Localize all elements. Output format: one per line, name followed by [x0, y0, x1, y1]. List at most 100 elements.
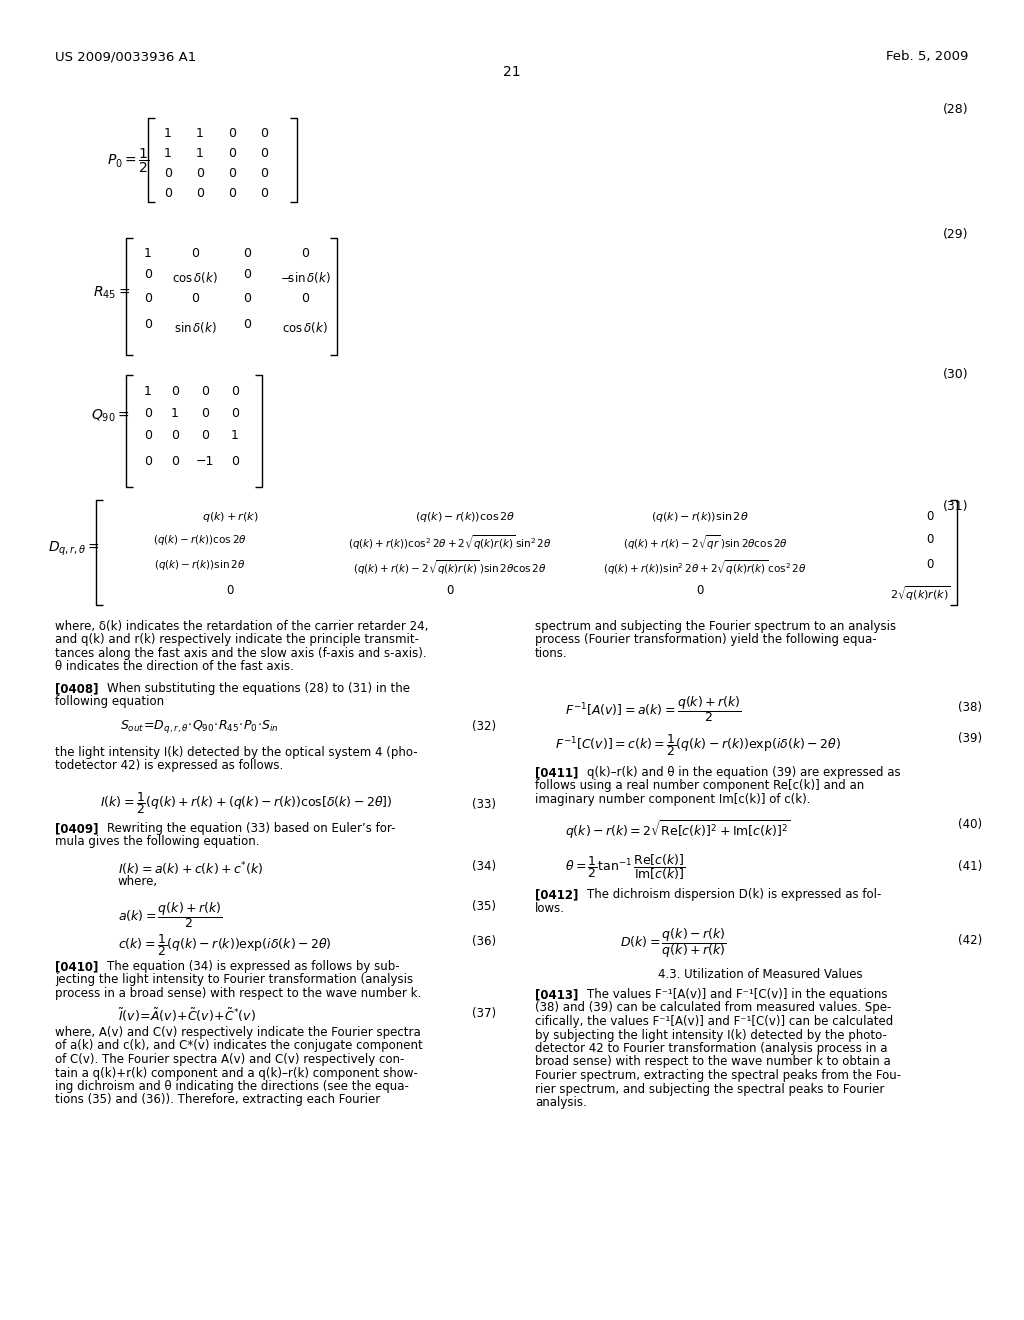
Text: jecting the light intensity to Fourier transformation (analysis: jecting the light intensity to Fourier t…	[55, 974, 413, 986]
Text: tions (35) and (36)). Therefore, extracting each Fourier: tions (35) and (36)). Therefore, extract…	[55, 1093, 380, 1106]
Text: (33): (33)	[472, 799, 496, 810]
Text: $(q(k)+r(k)-2\sqrt{qr}\,)\sin2\theta\cos2\theta$: $(q(k)+r(k)-2\sqrt{qr}\,)\sin2\theta\cos…	[623, 533, 787, 552]
Text: 0: 0	[171, 429, 179, 442]
Text: mula gives the following equation.: mula gives the following equation.	[55, 836, 259, 849]
Text: where,: where,	[118, 875, 158, 888]
Text: of C(v). The Fourier spectra A(v) and C(v) respectively con-: of C(v). The Fourier spectra A(v) and C(…	[55, 1053, 404, 1067]
Text: $\sin\delta(k)$: $\sin\delta(k)$	[173, 319, 216, 335]
Text: (29): (29)	[942, 228, 968, 242]
Text: tances along the fast axis and the slow axis (f-axis and s-axis).: tances along the fast axis and the slow …	[55, 647, 427, 660]
Text: $q(k)+r(k)$: $q(k)+r(k)$	[202, 510, 258, 524]
Text: 0: 0	[301, 247, 309, 260]
Text: 0: 0	[144, 318, 152, 331]
Text: 0: 0	[144, 407, 152, 420]
Text: 0: 0	[243, 318, 251, 331]
Text: of a(k) and c(k), and C*(v) indicates the conjugate component: of a(k) and c(k), and C*(v) indicates th…	[55, 1040, 423, 1052]
Text: 0: 0	[228, 147, 236, 160]
Text: 0: 0	[226, 583, 233, 597]
Text: 0: 0	[446, 583, 454, 597]
Text: following equation: following equation	[55, 696, 164, 709]
Text: $F^{-1}[A(v)] = a(k) = \dfrac{q(k)+r(k)}{2}$: $F^{-1}[A(v)] = a(k) = \dfrac{q(k)+r(k)}…	[565, 694, 741, 723]
Text: $\cos\delta(k)$: $\cos\delta(k)$	[172, 271, 218, 285]
Text: 1: 1	[196, 147, 204, 160]
Text: $P_0 = \dfrac{1}{2}$: $P_0 = \dfrac{1}{2}$	[108, 147, 150, 176]
Text: 0: 0	[228, 168, 236, 180]
Text: $(q(k)+r(k))\sin^22\theta+2\sqrt{q(k)r(k)}\,\cos^22\theta$: $(q(k)+r(k))\sin^22\theta+2\sqrt{q(k)r(k…	[603, 558, 807, 577]
Text: $c(k) = \dfrac{1}{2}(q(k)-r(k))\mathrm{exp}(i\delta(k)-2\theta)$: $c(k) = \dfrac{1}{2}(q(k)-r(k))\mathrm{e…	[118, 932, 332, 958]
Text: 0: 0	[260, 127, 268, 140]
Text: rier spectrum, and subjecting the spectral peaks to Fourier: rier spectrum, and subjecting the spectr…	[535, 1082, 885, 1096]
Text: $D(k) = \dfrac{q(k)-r(k)}{q(k)+r(k)}$: $D(k) = \dfrac{q(k)-r(k)}{q(k)+r(k)}$	[620, 927, 726, 960]
Text: 1: 1	[196, 127, 204, 140]
Text: (31): (31)	[942, 500, 968, 513]
Text: detector 42 to Fourier transformation (analysis process in a: detector 42 to Fourier transformation (a…	[535, 1041, 888, 1055]
Text: 0: 0	[243, 268, 251, 281]
Text: (32): (32)	[472, 719, 496, 733]
Text: 0: 0	[171, 455, 179, 469]
Text: θ indicates the direction of the fast axis.: θ indicates the direction of the fast ax…	[55, 660, 294, 673]
Text: $(q(k)+r(k)-2\sqrt{q(k)r(k)}\,)\sin2\theta\cos2\theta$: $(q(k)+r(k)-2\sqrt{q(k)r(k)}\,)\sin2\the…	[353, 558, 547, 577]
Text: 0: 0	[243, 247, 251, 260]
Text: 0: 0	[191, 247, 199, 260]
Text: [0409]: [0409]	[55, 822, 98, 836]
Text: $I(k) = \dfrac{1}{2}(q(k)+r(k)+(q(k)-r(k))\cos[\delta(k)-2\theta])$: $I(k) = \dfrac{1}{2}(q(k)+r(k)+(q(k)-r(k…	[100, 789, 392, 816]
Text: When substituting the equations (28) to (31) in the: When substituting the equations (28) to …	[106, 682, 410, 696]
Text: $-\!\sin\delta(k)$: $-\!\sin\delta(k)$	[280, 271, 331, 285]
Text: 0: 0	[144, 268, 152, 281]
Text: 1: 1	[171, 407, 179, 420]
Text: Feb. 5, 2009: Feb. 5, 2009	[886, 50, 968, 63]
Text: 1: 1	[164, 127, 172, 140]
Text: and q(k) and r(k) respectively indicate the principle transmit-: and q(k) and r(k) respectively indicate …	[55, 634, 419, 647]
Text: The equation (34) is expressed as follows by sub-: The equation (34) is expressed as follow…	[106, 960, 399, 973]
Text: Rewriting the equation (33) based on Euler’s for-: Rewriting the equation (33) based on Eul…	[106, 822, 395, 836]
Text: 0: 0	[260, 187, 268, 201]
Text: 0: 0	[196, 187, 204, 201]
Text: [0413]: [0413]	[535, 987, 579, 1001]
Text: $a(k) = \dfrac{q(k)+r(k)}{2}$: $a(k) = \dfrac{q(k)+r(k)}{2}$	[118, 900, 222, 929]
Text: [0410]: [0410]	[55, 960, 98, 973]
Text: (36): (36)	[472, 935, 496, 948]
Text: process in a broad sense) with respect to the wave number k.: process in a broad sense) with respect t…	[55, 987, 421, 1001]
Text: $\cos\delta(k)$: $\cos\delta(k)$	[282, 319, 328, 335]
Text: (37): (37)	[472, 1007, 496, 1020]
Text: $\theta = \dfrac{1}{2}\tan^{-1}\dfrac{\mathrm{Re}[c(k)]}{\mathrm{Im}[c(k)]}$: $\theta = \dfrac{1}{2}\tan^{-1}\dfrac{\m…	[565, 851, 685, 882]
Text: 0: 0	[201, 407, 209, 420]
Text: tions.: tions.	[535, 647, 567, 660]
Text: 0: 0	[927, 533, 934, 546]
Text: [0412]: [0412]	[535, 888, 579, 902]
Text: 0: 0	[243, 292, 251, 305]
Text: spectrum and subjecting the Fourier spectrum to an analysis: spectrum and subjecting the Fourier spec…	[535, 620, 896, 634]
Text: 0: 0	[260, 168, 268, 180]
Text: 21: 21	[503, 65, 521, 79]
Text: 0: 0	[191, 292, 199, 305]
Text: (38) and (39) can be calculated from measured values. Spe-: (38) and (39) can be calculated from mea…	[535, 1002, 891, 1015]
Text: 4.3. Utilization of Measured Values: 4.3. Utilization of Measured Values	[657, 968, 862, 981]
Text: (39): (39)	[958, 733, 982, 744]
Text: 1: 1	[144, 385, 152, 399]
Text: 0: 0	[144, 429, 152, 442]
Text: (40): (40)	[958, 818, 982, 832]
Text: 0: 0	[301, 292, 309, 305]
Text: $F^{-1}[C(v)] = c(k) = \dfrac{1}{2}(q(k)-r(k))\mathrm{exp}(i\delta(k)-2\theta)$: $F^{-1}[C(v)] = c(k) = \dfrac{1}{2}(q(k)…	[555, 733, 841, 758]
Text: 0: 0	[228, 127, 236, 140]
Text: $q(k)-r(k)=2\sqrt{\mathrm{Re}[c(k)]^2+\mathrm{Im}[c(k)]^2}$: $q(k)-r(k)=2\sqrt{\mathrm{Re}[c(k)]^2+\m…	[565, 818, 791, 841]
Text: Fourier spectrum, extracting the spectral peaks from the Fou-: Fourier spectrum, extracting the spectra…	[535, 1069, 901, 1082]
Text: 0: 0	[927, 558, 934, 572]
Text: $Q_{90}=$: $Q_{90}=$	[91, 408, 130, 425]
Text: [0411]: [0411]	[535, 766, 579, 779]
Text: $\tilde{I}(v)\!=\!\tilde{A}(v)\!+\!\tilde{C}(v)\!+\!\tilde{C}^{*}(v)$: $\tilde{I}(v)\!=\!\tilde{A}(v)\!+\!\tild…	[118, 1007, 256, 1024]
Text: $(q(k)+r(k))\cos^22\theta+2\sqrt{q(k)r(k)}\,\sin^22\theta$: $(q(k)+r(k))\cos^22\theta+2\sqrt{q(k)r(k…	[348, 533, 552, 552]
Text: 0: 0	[196, 168, 204, 180]
Text: 1: 1	[164, 147, 172, 160]
Text: (41): (41)	[958, 861, 982, 873]
Text: (38): (38)	[958, 701, 982, 714]
Text: $(q(k)-r(k))\sin2\theta$: $(q(k)-r(k))\sin2\theta$	[155, 558, 246, 572]
Text: $I(k) = a(k)+c(k)+c^{*}(k)$: $I(k) = a(k)+c(k)+c^{*}(k)$	[118, 861, 263, 878]
Text: −1: −1	[196, 455, 214, 469]
Text: cifically, the values F⁻¹[A(v)] and F⁻¹[C(v)] can be calculated: cifically, the values F⁻¹[A(v)] and F⁻¹[…	[535, 1015, 893, 1028]
Text: $R_{45}=$: $R_{45}=$	[93, 285, 130, 301]
Text: the light intensity I(k) detected by the optical system 4 (pho-: the light intensity I(k) detected by the…	[55, 746, 418, 759]
Text: $(q(k)-r(k))\cos2\theta$: $(q(k)-r(k))\cos2\theta$	[415, 510, 515, 524]
Text: $(q(k)-r(k))\cos2\theta$: $(q(k)-r(k))\cos2\theta$	[154, 533, 247, 546]
Text: (30): (30)	[942, 368, 968, 381]
